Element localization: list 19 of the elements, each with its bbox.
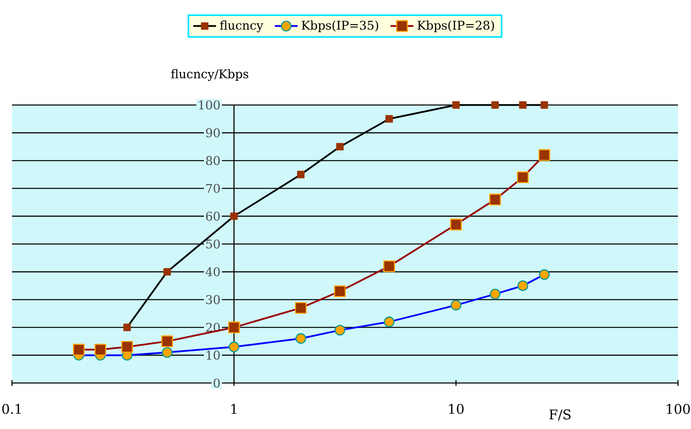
y-tick-label: 70 [206, 184, 220, 193]
x-tick-label: 0.1 [2, 404, 21, 414]
legend-label: Kbps(IP=28) [418, 20, 494, 32]
legend-label: Kbps(IP=35) [302, 20, 378, 32]
y-tick-label: 90 [206, 128, 220, 138]
x-tick-label: 100 [666, 404, 690, 414]
y-tick-label: 40 [206, 267, 220, 276]
y-tick-label: 50 [206, 239, 220, 249]
x-axis-title: F/S [549, 409, 571, 421]
x-tick-label: 10 [449, 404, 464, 414]
y-tick-label: 30 [206, 295, 220, 304]
y-tick-label: 60 [206, 212, 220, 221]
y-tick-label: 0 [214, 378, 220, 388]
y-tick-label: 10 [206, 350, 220, 360]
x-tick-label: 1 [231, 404, 236, 414]
y-axis-title: flucncy/Kbps [171, 69, 248, 81]
y-tick-label: 100 [199, 100, 220, 110]
legend-label: flucncy [220, 20, 264, 32]
y-tick-label: 80 [206, 156, 220, 166]
